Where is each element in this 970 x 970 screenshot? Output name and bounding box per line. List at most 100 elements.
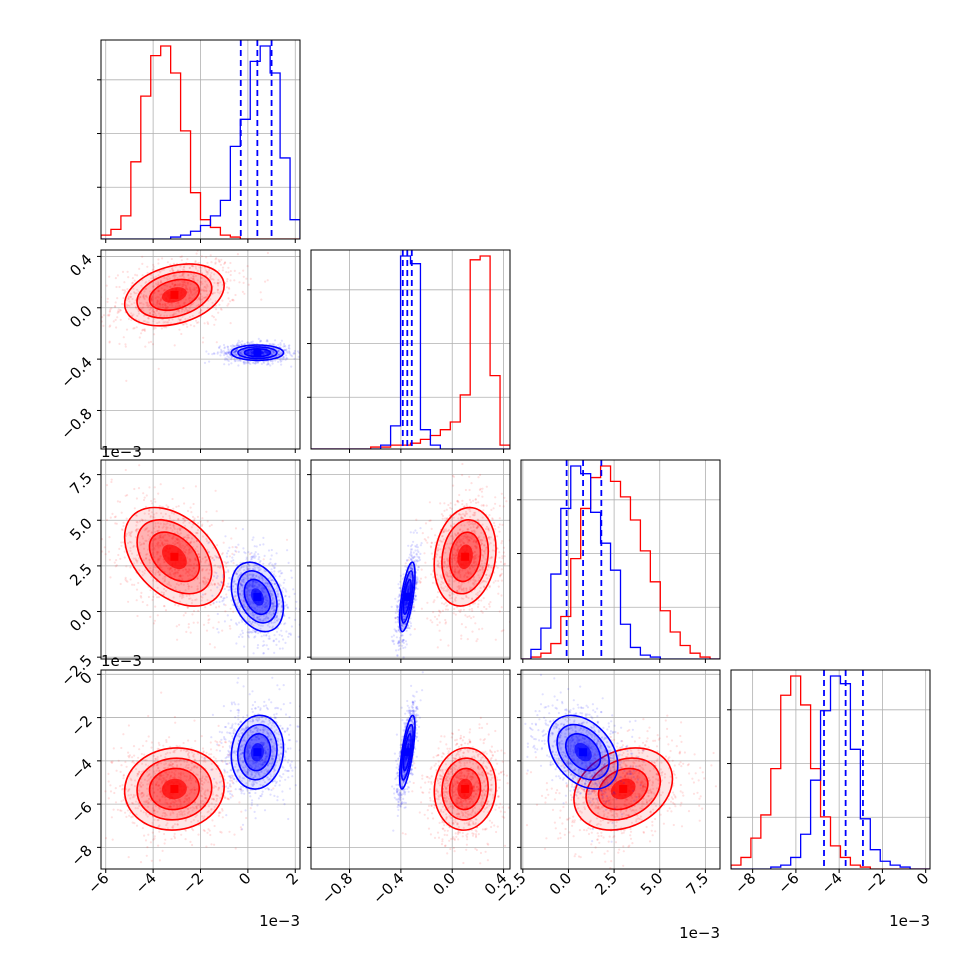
scatter-point bbox=[494, 502, 497, 505]
scatter-point bbox=[157, 274, 160, 277]
scatter-point bbox=[265, 363, 269, 366]
scatter-point bbox=[166, 302, 169, 305]
scatter-point bbox=[229, 344, 232, 348]
scatter-point bbox=[510, 530, 512, 532]
scatter-point bbox=[437, 591, 440, 594]
scatter-point bbox=[219, 565, 222, 568]
scatter-point bbox=[201, 596, 204, 599]
scatter-point bbox=[238, 272, 241, 275]
scatter-point bbox=[235, 344, 239, 347]
scatter-point bbox=[288, 352, 291, 355]
scatter-point bbox=[421, 532, 424, 535]
scatter-point bbox=[140, 332, 143, 335]
scatter-point bbox=[527, 530, 529, 532]
scatter-point bbox=[144, 345, 147, 348]
scatter-point bbox=[149, 567, 152, 570]
scatter-point bbox=[444, 621, 448, 624]
scatter-point bbox=[224, 571, 227, 574]
scatter-point bbox=[127, 297, 130, 301]
scatter-point bbox=[228, 287, 231, 290]
scatter-point bbox=[282, 581, 285, 584]
scatter-point bbox=[144, 287, 147, 290]
scatter-point bbox=[229, 270, 232, 273]
scatter-point bbox=[173, 283, 177, 286]
scatter-point bbox=[444, 618, 447, 622]
scatter-point bbox=[236, 354, 239, 357]
scatter-point bbox=[214, 300, 217, 303]
y-tick-label: −0.4 bbox=[57, 353, 95, 391]
scatter-point bbox=[129, 292, 132, 295]
scatter-point bbox=[286, 549, 289, 552]
scatter-point bbox=[154, 525, 157, 528]
scatter-point bbox=[118, 310, 121, 313]
scatter-point bbox=[173, 277, 176, 280]
scatter-point bbox=[158, 505, 161, 508]
scatter-point bbox=[136, 274, 139, 277]
scatter-point bbox=[134, 529, 137, 532]
scatter-point bbox=[159, 534, 162, 537]
scatter-point bbox=[465, 503, 468, 506]
scatter-point bbox=[116, 311, 119, 314]
scatter-point bbox=[145, 539, 148, 543]
scatter-point bbox=[145, 294, 148, 297]
scatter-point bbox=[189, 324, 192, 327]
scatter-point bbox=[241, 632, 244, 635]
scatter-point bbox=[285, 354, 288, 357]
scatter-point bbox=[253, 553, 256, 556]
scatter-point bbox=[189, 568, 192, 572]
scatter-point bbox=[151, 553, 154, 556]
scatter-point bbox=[153, 310, 156, 313]
scatter-point bbox=[234, 549, 237, 553]
scatter-point bbox=[192, 275, 195, 278]
scatter-point bbox=[208, 568, 211, 572]
scatter-point bbox=[409, 531, 412, 534]
scatter-point bbox=[172, 526, 176, 529]
scatter-point bbox=[150, 295, 154, 298]
scatter-point bbox=[215, 600, 218, 604]
scatter-point bbox=[445, 508, 448, 511]
scatter-point bbox=[115, 285, 118, 289]
scatter-point bbox=[184, 568, 187, 571]
scatter-point bbox=[189, 631, 192, 634]
scatter-point bbox=[106, 297, 109, 300]
scatter-point bbox=[228, 624, 231, 628]
scatter-point bbox=[124, 345, 127, 348]
scatter-point bbox=[289, 632, 292, 635]
scatter-point bbox=[186, 309, 189, 312]
scatter-point bbox=[198, 296, 202, 299]
scatter-point bbox=[186, 570, 189, 573]
scatter-point bbox=[184, 308, 187, 311]
scatter-point bbox=[252, 556, 255, 559]
scatter-point bbox=[256, 616, 259, 619]
scatter-point bbox=[476, 605, 480, 609]
scatter-point bbox=[278, 583, 281, 586]
scatter-point bbox=[141, 306, 145, 309]
scatter-point bbox=[287, 635, 290, 638]
scatter-point bbox=[227, 351, 230, 354]
scatter-point bbox=[179, 542, 182, 545]
scatter-point bbox=[251, 538, 254, 542]
scatter-point bbox=[229, 279, 232, 282]
scatter-point bbox=[203, 286, 206, 289]
scatter-point bbox=[230, 356, 233, 359]
scatter-point bbox=[149, 340, 153, 343]
scatter-point bbox=[178, 282, 181, 285]
scatter-point bbox=[154, 522, 157, 525]
scatter-point bbox=[497, 592, 500, 595]
scatter-point bbox=[184, 318, 187, 321]
scatter-point bbox=[259, 339, 262, 342]
scatter-point bbox=[252, 624, 255, 627]
scatter-point bbox=[156, 303, 159, 306]
scatter-point bbox=[199, 281, 202, 284]
scatter-point bbox=[141, 537, 145, 540]
scatter-point bbox=[196, 545, 199, 548]
scatter-point bbox=[187, 568, 191, 571]
scatter-point bbox=[144, 281, 147, 284]
scatter-point bbox=[293, 357, 296, 360]
scatter-point bbox=[308, 350, 310, 352]
scatter-point bbox=[203, 556, 207, 559]
scatter-point bbox=[205, 537, 208, 541]
scatter-point bbox=[204, 559, 208, 562]
scatter-point bbox=[203, 322, 206, 325]
scatter-point bbox=[498, 610, 501, 613]
